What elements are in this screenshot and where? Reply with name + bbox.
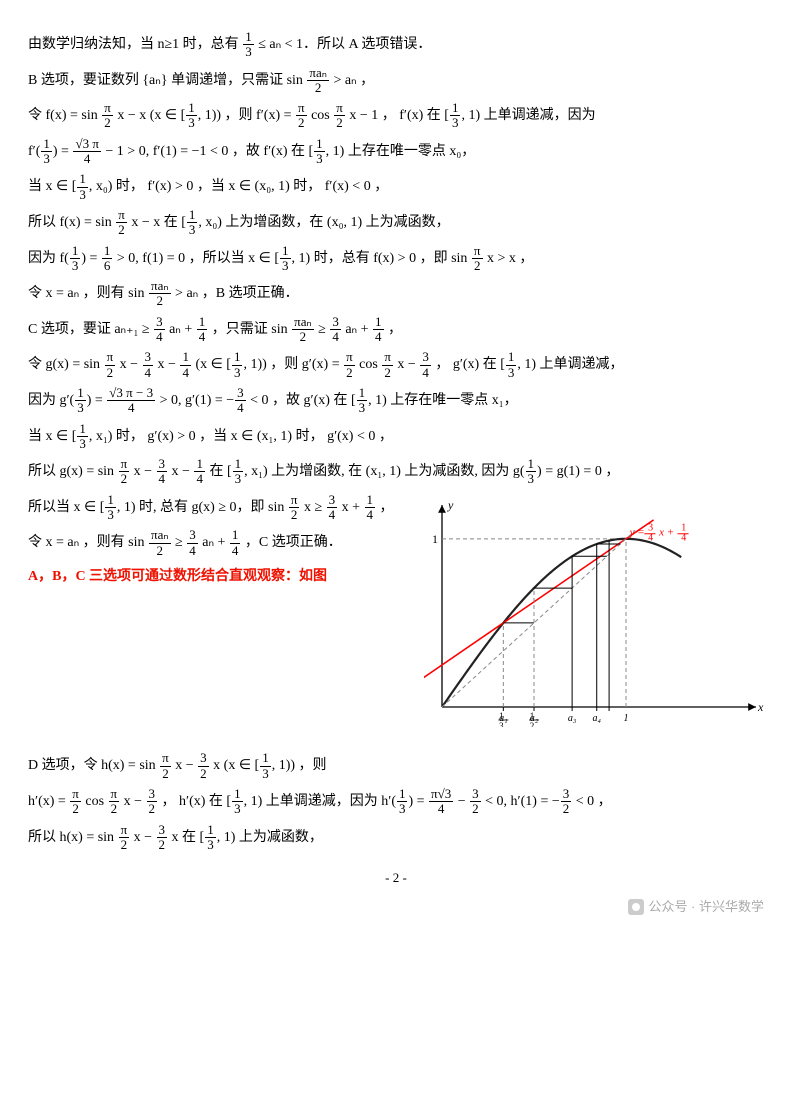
page-number: - 2 - <box>28 866 764 891</box>
para-g-monotone: 所以 g(x) = sin π2 x − 34 x − 14 在 [13, x₁… <box>28 457 764 487</box>
svg-text:a₃: a₃ <box>568 713 577 724</box>
para-gprime-values: 因为 g′(13) = √3 π − 34 > 0, g′(1) = −34 <… <box>28 386 764 416</box>
para-f-monotone: 所以 f(x) = sin π2 x − x 在 [13, x₀) 上为增函数，… <box>28 208 764 238</box>
para-a-conclusion: 由数学归纳法知，当 n≥1 时，总有 13 ≤ aₙ < 1．所以 A 选项错误… <box>28 30 764 60</box>
para-d-h-def: D 选项，令 h(x) = sin π2 x − 32 x (x ∈ [13, … <box>28 751 764 781</box>
para-g-def: 令 g(x) = sin π2 x − 34 x − 14 (x ∈ [13, … <box>28 350 764 380</box>
para-hprime: h′(x) = π2 cos π2 x − 32 ， h′(x) 在 [13, … <box>28 787 764 817</box>
svg-text:1: 1 <box>432 532 438 546</box>
wechat-icon <box>628 899 644 915</box>
footer: 公众号 · 许兴华数学 <box>28 895 764 920</box>
svg-text:4: 4 <box>648 532 653 543</box>
para-fprime-sign: 当 x ∈ [13, x₀) 时， f′(x) > 0 ，当 x ∈ (x₀, … <box>28 172 764 202</box>
svg-text:a₂: a₂ <box>530 713 539 724</box>
svg-text:y: y <box>447 498 454 512</box>
svg-text:x: x <box>757 700 764 714</box>
para-b-claim: B 选项，要证数列 {aₙ} 单调递增，只需证 sin πaₙ2 > aₙ ， <box>28 66 764 96</box>
svg-text:a₄: a₄ <box>592 713 601 724</box>
para-c-claim: C 选项，要证 aₙ₊₁ ≥ 34 aₙ + 14 ，只需证 sin πaₙ2 … <box>28 315 764 345</box>
figure-cobweb: xy1y =34x +1413a₁12a₂a₃a₄1 <box>424 497 764 738</box>
para-b-conclusion: 令 x = aₙ ，则有 sin πaₙ2 > aₙ ，B 选项正确． <box>28 279 764 309</box>
svg-text:4: 4 <box>681 532 686 543</box>
svg-text:a₁: a₁ <box>499 713 507 724</box>
svg-text:1: 1 <box>624 713 629 724</box>
para-fprime-values: f′(13) = √3 π4 − 1 > 0, f′(1) = −1 < 0 ，… <box>28 137 764 167</box>
para-h-monotone: 所以 h(x) = sin π2 x − 32 x 在 [13, 1) 上为减函… <box>28 823 764 853</box>
para-f-def: 令 f(x) = sin π2 x − x (x ∈ [13, 1)) ，则 f… <box>28 101 764 131</box>
para-f-values: 因为 f(13) = 16 > 0, f(1) = 0 ，所以当 x ∈ [13… <box>28 244 764 274</box>
svg-text:x +: x + <box>658 526 674 538</box>
svg-text:y =: y = <box>629 526 645 538</box>
para-gprime-sign: 当 x ∈ [13, x₁) 时， g′(x) > 0 ，当 x ∈ (x₁, … <box>28 422 764 452</box>
